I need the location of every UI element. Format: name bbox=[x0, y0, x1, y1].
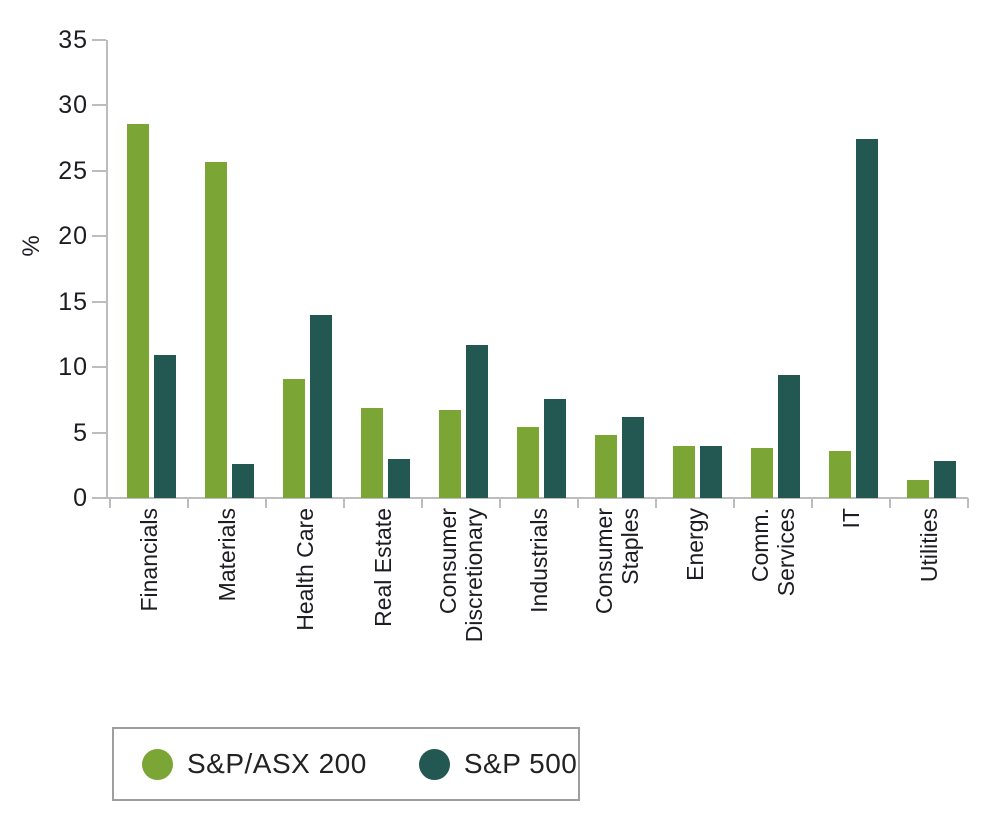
y-tick-label: 5 bbox=[73, 418, 88, 447]
bar-sp500-industrials bbox=[544, 399, 566, 498]
x-tick-mark bbox=[265, 498, 267, 508]
x-tick-mark bbox=[187, 498, 189, 508]
x-category-label: Consumer Staples bbox=[591, 508, 643, 615]
x-tick-mark bbox=[967, 498, 969, 508]
x-tick-mark bbox=[733, 498, 735, 508]
bar-asx200-health-care bbox=[283, 379, 305, 498]
y-tick-label: 15 bbox=[58, 287, 88, 316]
bar-sp500-financials bbox=[154, 355, 176, 498]
y-tick-mark bbox=[92, 497, 106, 499]
y-tick-label: 25 bbox=[58, 156, 88, 185]
y-tick-label: 35 bbox=[58, 26, 88, 54]
bar-sp500-energy bbox=[700, 446, 722, 498]
bar-sp500-consumer-discretionary bbox=[466, 345, 488, 498]
x-tick-mark bbox=[421, 498, 423, 508]
bar-sp500-health-care bbox=[310, 315, 332, 498]
y-tick-label: 10 bbox=[58, 353, 88, 382]
y-tick-mark bbox=[92, 300, 106, 303]
y-tick-mark bbox=[92, 39, 106, 41]
x-category-label: Health Care bbox=[292, 508, 318, 631]
x-category-label: Industrials bbox=[526, 508, 552, 613]
bar-sp500-utilities bbox=[934, 461, 956, 498]
bar-asx200-real-estate bbox=[361, 408, 383, 498]
bar-asx200-materials bbox=[205, 162, 227, 498]
y-tick-mark bbox=[92, 169, 106, 172]
x-tick-mark bbox=[577, 498, 579, 508]
x-tick-mark bbox=[811, 498, 813, 508]
x-tick-mark bbox=[499, 498, 501, 508]
x-category-label: Materials bbox=[214, 508, 240, 602]
y-tick-label: 0 bbox=[73, 484, 88, 512]
y-tick-mark bbox=[92, 431, 106, 434]
bar-asx200-industrials bbox=[517, 427, 539, 498]
bar-sp500-consumer-staples bbox=[622, 417, 644, 498]
x-tick-mark bbox=[655, 498, 657, 508]
bar-sp500-real-estate bbox=[388, 459, 410, 498]
y-tick-mark bbox=[92, 366, 106, 369]
y-tick-mark bbox=[92, 104, 106, 107]
y-axis-line bbox=[106, 40, 108, 499]
y-tick-label: 20 bbox=[58, 222, 88, 251]
x-category-label: Energy bbox=[682, 508, 708, 581]
bar-asx200-energy bbox=[673, 446, 695, 498]
bar-asx200-consumer-staples bbox=[595, 435, 617, 498]
bar-sp500-comm-services bbox=[778, 375, 800, 498]
legend-marker-asx200 bbox=[142, 748, 173, 780]
x-tick-mark bbox=[343, 498, 345, 508]
x-tick-mark bbox=[889, 498, 891, 508]
bar-sp500-it bbox=[856, 139, 878, 498]
y-tick-mark bbox=[92, 235, 106, 238]
bar-asx200-it bbox=[829, 451, 851, 498]
bar-asx200-financials bbox=[127, 124, 149, 498]
x-category-label: IT bbox=[838, 508, 864, 529]
x-category-label: Financials bbox=[136, 508, 162, 612]
y-tick-label: 30 bbox=[58, 91, 88, 120]
x-category-label: Consumer Discretionary bbox=[435, 508, 487, 643]
bar-asx200-utilities bbox=[907, 480, 929, 498]
x-category-label: Real Estate bbox=[370, 508, 396, 627]
bar-sp500-materials bbox=[232, 464, 254, 498]
x-axis-line bbox=[106, 497, 968, 499]
x-category-label: Utilities bbox=[916, 508, 942, 583]
legend-marker-sp500 bbox=[418, 748, 450, 780]
legend: S&P/ASX 200 S&P 500 bbox=[112, 727, 580, 801]
bar-asx200-consumer-discretionary bbox=[439, 410, 461, 498]
x-category-label: Comm. Services bbox=[747, 508, 799, 597]
legend-label-sp500: S&P 500 bbox=[463, 748, 578, 779]
legend-label-asx200: S&P/ASX 200 bbox=[187, 748, 367, 779]
x-tick-mark bbox=[109, 498, 111, 508]
bar-asx200-comm-services bbox=[751, 448, 773, 498]
